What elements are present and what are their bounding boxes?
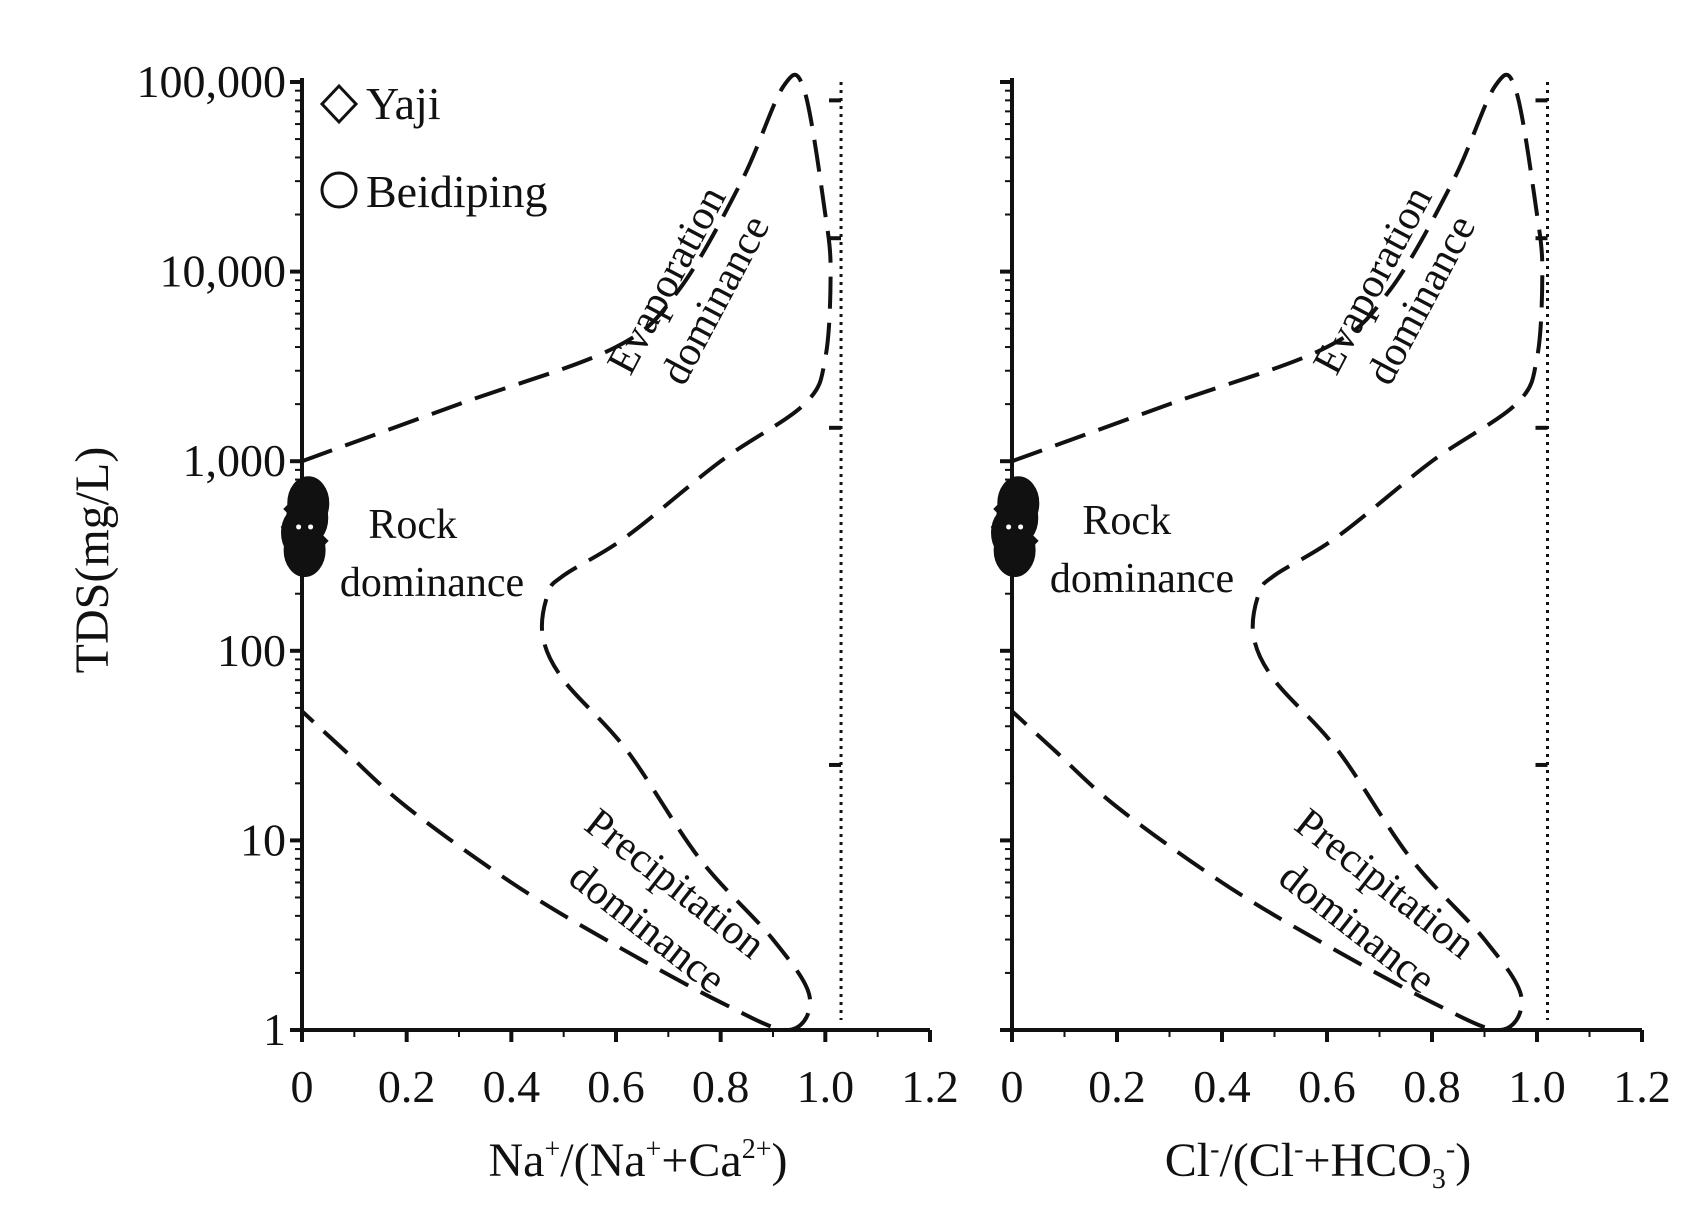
x-tick-label: 0.6 [587,1061,645,1112]
region-rock-left: Rock dominance [340,502,524,606]
x-tick-label: 0.8 [1403,1061,1461,1112]
y-ticks-right [1000,80,1012,1032]
x-tick-label: 0 [1001,1061,1024,1112]
y-tick-label: 10,000 [160,246,287,297]
x-ticks-right: 0 0.2 0.4 0.6 0.8 1.0 1.2 [1001,1030,1671,1112]
y-tick-label: 100 [217,625,286,676]
data-points-right [990,476,1040,578]
x-tick-label: 1.0 [797,1061,855,1112]
reference-ticks-left [829,98,842,767]
y-tick-label: 100,000 [137,56,287,107]
y-tick-label: 1 [263,1004,286,1055]
y-tick-label: 1,000 [183,435,287,486]
data-point-beidiping [287,476,330,531]
x-tick-label: 1.0 [1508,1061,1566,1112]
boundary-dashed-left [300,72,833,1033]
region-rock-right: Rock dominance [1050,498,1234,602]
data-point-beidiping [283,523,326,578]
x-ticks-left: 0 0.2 0.4 0.6 0.8 1.0 1.2 [291,1030,959,1112]
data-point-beidiping [993,523,1036,578]
y-axis-title: TDS(mg/L) [66,447,119,674]
legend-circle-marker [320,171,358,209]
legend-label-beidiping: Beidiping [366,166,547,217]
x-axis-title-right: Cl-/(Cl-+HCO3-) [1165,1134,1471,1195]
region-evaporation-left: Evaporation dominance [599,170,787,407]
x-axis-title-left: Na+/(Na++Ca2+) [488,1134,787,1187]
x-tick-label: 0.8 [692,1061,750,1112]
x-tick-label: 0.6 [1298,1061,1356,1112]
cluster-highlight-dot [308,524,314,530]
y-tick-label: 10 [240,814,286,865]
x-tick-label: 1.2 [1613,1061,1671,1112]
x-tick-label: 1.2 [901,1061,959,1112]
x-tick-label: 0 [291,1061,314,1112]
legend-label-yaji: Yaji [366,78,441,129]
reference-ticks-right [1535,98,1548,767]
legend: Yaji Beidiping [319,78,547,217]
cluster-highlight-dot [296,524,302,530]
region-evaporation-right: Evaporation dominance [1305,170,1493,407]
data-point-beidiping [997,476,1040,531]
x-tick-label: 0.4 [1193,1061,1251,1112]
right-panel-cl-ratio: 0 0.2 0.4 0.6 0.8 1.0 1.2 Evaporation dominanc… [990,72,1671,1195]
data-points-left [280,476,330,578]
boundary-dashed-right [1010,72,1545,1033]
left-panel-na-ratio: 1 10 100 1,000 10,000 100,000 0 0.2 0.4 0.6 0.8 1.… [137,56,959,1187]
x-tick-label: 0.4 [483,1061,541,1112]
cluster-highlight-dot [1006,524,1012,530]
x-tick-label: 0.2 [1088,1061,1146,1112]
y-ticks-left: 1 10 100 1,000 10,000 100,000 [137,56,302,1055]
cluster-highlight-dot [1018,524,1024,530]
legend-diamond-marker [319,83,359,125]
x-tick-label: 0.2 [378,1061,436,1112]
